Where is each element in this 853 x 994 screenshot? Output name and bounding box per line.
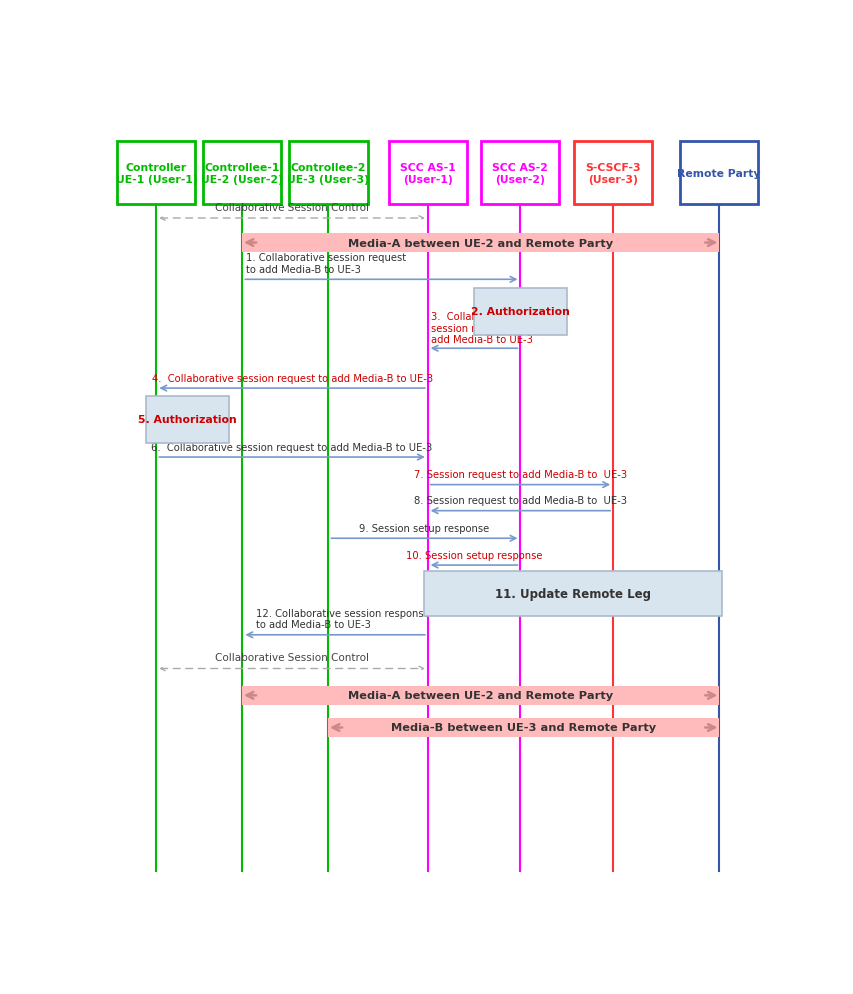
Text: 10. Session setup response: 10. Session setup response <box>405 550 542 561</box>
FancyBboxPatch shape <box>573 142 652 205</box>
FancyBboxPatch shape <box>388 142 467 205</box>
Text: 4.  Collaborative session request to add Media-B to UE-3: 4. Collaborative session request to add … <box>151 374 432 384</box>
FancyBboxPatch shape <box>147 397 229 443</box>
Text: 9. Session setup response: 9. Session setup response <box>359 524 489 534</box>
Text: SCC AS-1
(User-1): SCC AS-1 (User-1) <box>399 162 456 185</box>
Text: Media-A between UE-2 and Remote Party: Media-A between UE-2 and Remote Party <box>348 239 612 248</box>
Text: 11. Update Remote Leg: 11. Update Remote Leg <box>495 587 651 600</box>
Text: Media-A between UE-2 and Remote Party: Media-A between UE-2 and Remote Party <box>348 691 612 701</box>
FancyBboxPatch shape <box>679 142 757 205</box>
FancyBboxPatch shape <box>242 687 718 705</box>
Text: Controllee-2
UE-3 (User-3): Controllee-2 UE-3 (User-3) <box>287 162 369 185</box>
FancyBboxPatch shape <box>424 572 722 616</box>
Text: Remote Party: Remote Party <box>676 169 760 179</box>
Text: 12. Collaborative session response
to add Media-B to UE-3: 12. Collaborative session response to ad… <box>255 608 429 630</box>
FancyBboxPatch shape <box>481 142 559 205</box>
FancyBboxPatch shape <box>203 142 281 205</box>
Text: Controller
UE-1 (User-1): Controller UE-1 (User-1) <box>115 162 197 185</box>
Text: Media-B between UE-3 and Remote Party: Media-B between UE-3 and Remote Party <box>391 723 655 733</box>
Text: SCC AS-2
(User-2): SCC AS-2 (User-2) <box>492 162 548 185</box>
Text: Collaborative Session Control: Collaborative Session Control <box>215 653 368 663</box>
Text: Controllee-1
UE-2 (User-2): Controllee-1 UE-2 (User-2) <box>201 162 283 185</box>
Text: 3.  Collaborative
session request to
add Media-B to UE-3: 3. Collaborative session request to add … <box>431 312 532 345</box>
Text: 1. Collaborative session request
to add Media-B to UE-3: 1. Collaborative session request to add … <box>246 253 405 274</box>
Text: S-CSCF-3
(User-3): S-CSCF-3 (User-3) <box>584 162 640 185</box>
Text: 7. Session request to add Media-B to  UE-3: 7. Session request to add Media-B to UE-… <box>414 470 626 480</box>
Text: Collaborative Session Control: Collaborative Session Control <box>215 203 368 213</box>
FancyBboxPatch shape <box>289 142 367 205</box>
Text: 8. Session request to add Media-B to  UE-3: 8. Session request to add Media-B to UE-… <box>414 496 626 506</box>
FancyBboxPatch shape <box>117 142 195 205</box>
Text: 6.  Collaborative session request to add Media-B to UE-3: 6. Collaborative session request to add … <box>151 442 432 452</box>
Text: 5. Authorization: 5. Authorization <box>138 415 237 425</box>
Text: 2. Authorization: 2. Authorization <box>470 307 569 317</box>
FancyBboxPatch shape <box>328 719 718 737</box>
FancyBboxPatch shape <box>473 288 566 336</box>
FancyBboxPatch shape <box>242 235 718 252</box>
